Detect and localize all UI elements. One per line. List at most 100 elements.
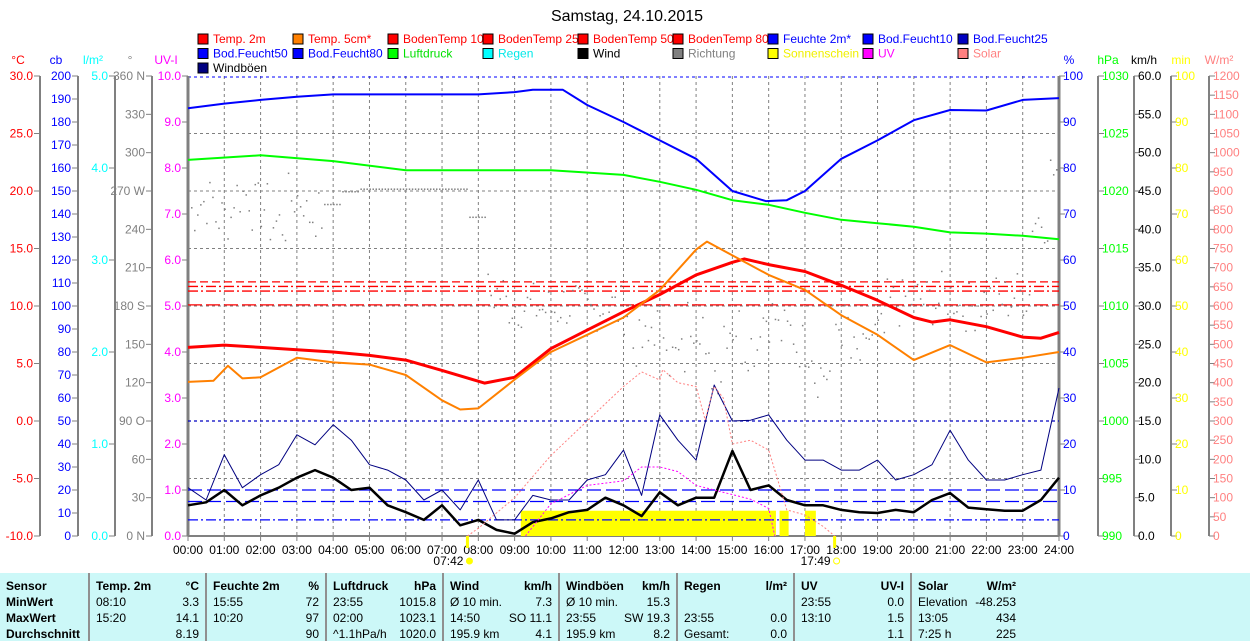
direction-dot <box>1001 303 1004 306</box>
axis-tick-label: 0 <box>1175 529 1182 543</box>
x-axis-tick-label: 19:00 <box>863 543 893 557</box>
direction-dot <box>324 203 326 206</box>
group-unit: UV-I <box>880 579 904 593</box>
direction-dot <box>705 352 707 355</box>
legend-label: Richtung <box>688 47 735 61</box>
axis-tick-label: 80 <box>58 345 72 359</box>
axis-tick-label: 120 <box>51 253 71 267</box>
direction-dot <box>614 296 616 298</box>
x-axis-tick-label: 17:00 <box>790 543 820 557</box>
legend-swatch <box>767 33 779 45</box>
direction-dot <box>505 295 508 298</box>
direction-dot <box>998 293 1001 295</box>
axis-tick-label: 0.0 <box>1138 529 1155 543</box>
direction-dot <box>968 282 970 285</box>
direction-dot <box>608 311 610 313</box>
legend-swatch <box>957 48 969 59</box>
direction-dot <box>272 227 275 229</box>
direction-dot <box>529 298 532 300</box>
direction-dot <box>575 285 577 287</box>
direction-dot <box>230 216 232 219</box>
axis-tick-label: 1100 <box>1213 107 1239 121</box>
legend-label: BodenTemp 80 <box>688 32 769 46</box>
group-name: Temp. 2m <box>96 579 152 593</box>
x-axis-tick-label: 01:00 <box>209 543 239 557</box>
x-axis-tick-label: 08:00 <box>463 543 493 557</box>
direction-dot <box>874 323 877 326</box>
axis-tick-label: 3.0 <box>91 253 108 267</box>
axis-tick-label: -10.0 <box>6 529 34 543</box>
direction-dot <box>786 320 789 322</box>
direction-dot <box>439 188 441 190</box>
direction-dot <box>904 295 907 298</box>
direction-dot <box>239 211 241 213</box>
direction-dot <box>254 183 257 186</box>
direction-dot <box>339 203 341 206</box>
direction-dot <box>569 315 571 317</box>
direction-dot <box>538 309 541 311</box>
axis-tick-label: 35.0 <box>1138 261 1162 275</box>
axis-tick-label: 240 <box>125 222 145 236</box>
direction-dot <box>871 334 873 336</box>
axis-tick-label: 995 <box>1102 472 1122 486</box>
stats-group-regen: Regen l/m² 23:55 0.0 Gesamt: 0.0 <box>676 573 793 641</box>
legend: Temp. 2m Temp. 5cm* BodenTemp 10 BodenTemp … <box>197 32 1048 75</box>
direction-dot <box>233 207 235 209</box>
direction-dot <box>493 306 495 309</box>
axis-tick-label: 0.0 <box>91 529 108 543</box>
direction-dot <box>780 339 783 342</box>
stat-value: 0.0 <box>770 627 787 641</box>
axis-tick-label: 30 <box>132 491 146 505</box>
direction-dot <box>1031 230 1034 233</box>
direction-dot <box>284 239 287 242</box>
direction-dot <box>499 298 502 300</box>
legend-label: Temp. 5cm* <box>308 32 372 46</box>
direction-dot <box>814 382 816 384</box>
axis-tick-label: 3.0 <box>164 391 181 405</box>
direction-dot <box>804 365 807 368</box>
axis-tick-label: 0 <box>1213 529 1220 543</box>
direction-dot <box>798 365 801 368</box>
stats-group-temp-2m: Temp. 2m °C 08:10 3.3 15:20 14.1 8.19 <box>88 573 205 641</box>
axis-tick-label: 7.0 <box>164 207 181 221</box>
direction-dot <box>950 286 952 289</box>
direction-dot <box>699 343 701 345</box>
direction-dot <box>197 214 199 216</box>
axis-tick-label: 60 <box>1063 253 1077 267</box>
stat-value: 97 <box>305 611 319 625</box>
direction-dot <box>913 285 916 288</box>
axis-tick-label: 700 <box>1213 261 1233 275</box>
legend-swatch <box>672 33 684 45</box>
direction-dot <box>526 296 529 299</box>
axis-tick-label: 20 <box>58 483 72 497</box>
direction-dot <box>218 227 220 230</box>
direction-dot <box>635 365 638 367</box>
direction-dot <box>659 304 662 307</box>
direction-dot <box>318 192 320 194</box>
axis-tick-label: 80 <box>1175 161 1189 175</box>
direction-dot <box>194 229 196 232</box>
direction-dot <box>411 188 414 190</box>
group-unit: °C <box>185 579 199 593</box>
axis-tick-label: 70 <box>1175 207 1189 221</box>
direction-dot <box>245 194 247 196</box>
direction-dot <box>962 315 964 317</box>
direction-dot <box>938 302 940 305</box>
direction-dot <box>372 188 374 190</box>
direction-dot <box>502 279 505 282</box>
direction-dot <box>690 335 692 338</box>
group-name: UV <box>801 579 818 593</box>
row-label-avg: Durchschnitt <box>6 627 81 641</box>
direction-dot <box>759 336 762 338</box>
row-label-min: MinWert <box>6 595 54 609</box>
direction-dot <box>995 277 997 279</box>
direction-dot <box>735 335 737 338</box>
axis-tick-label: 600 <box>1213 299 1233 313</box>
direction-dot <box>402 188 405 190</box>
axis-unit-label: km/h <box>1131 53 1157 67</box>
direction-dot <box>417 188 420 190</box>
x-axis-tick-label: 07:00 <box>427 543 457 557</box>
stat-value: 15.3 <box>646 595 670 609</box>
direction-dot <box>333 203 335 206</box>
direction-dot <box>711 388 713 390</box>
